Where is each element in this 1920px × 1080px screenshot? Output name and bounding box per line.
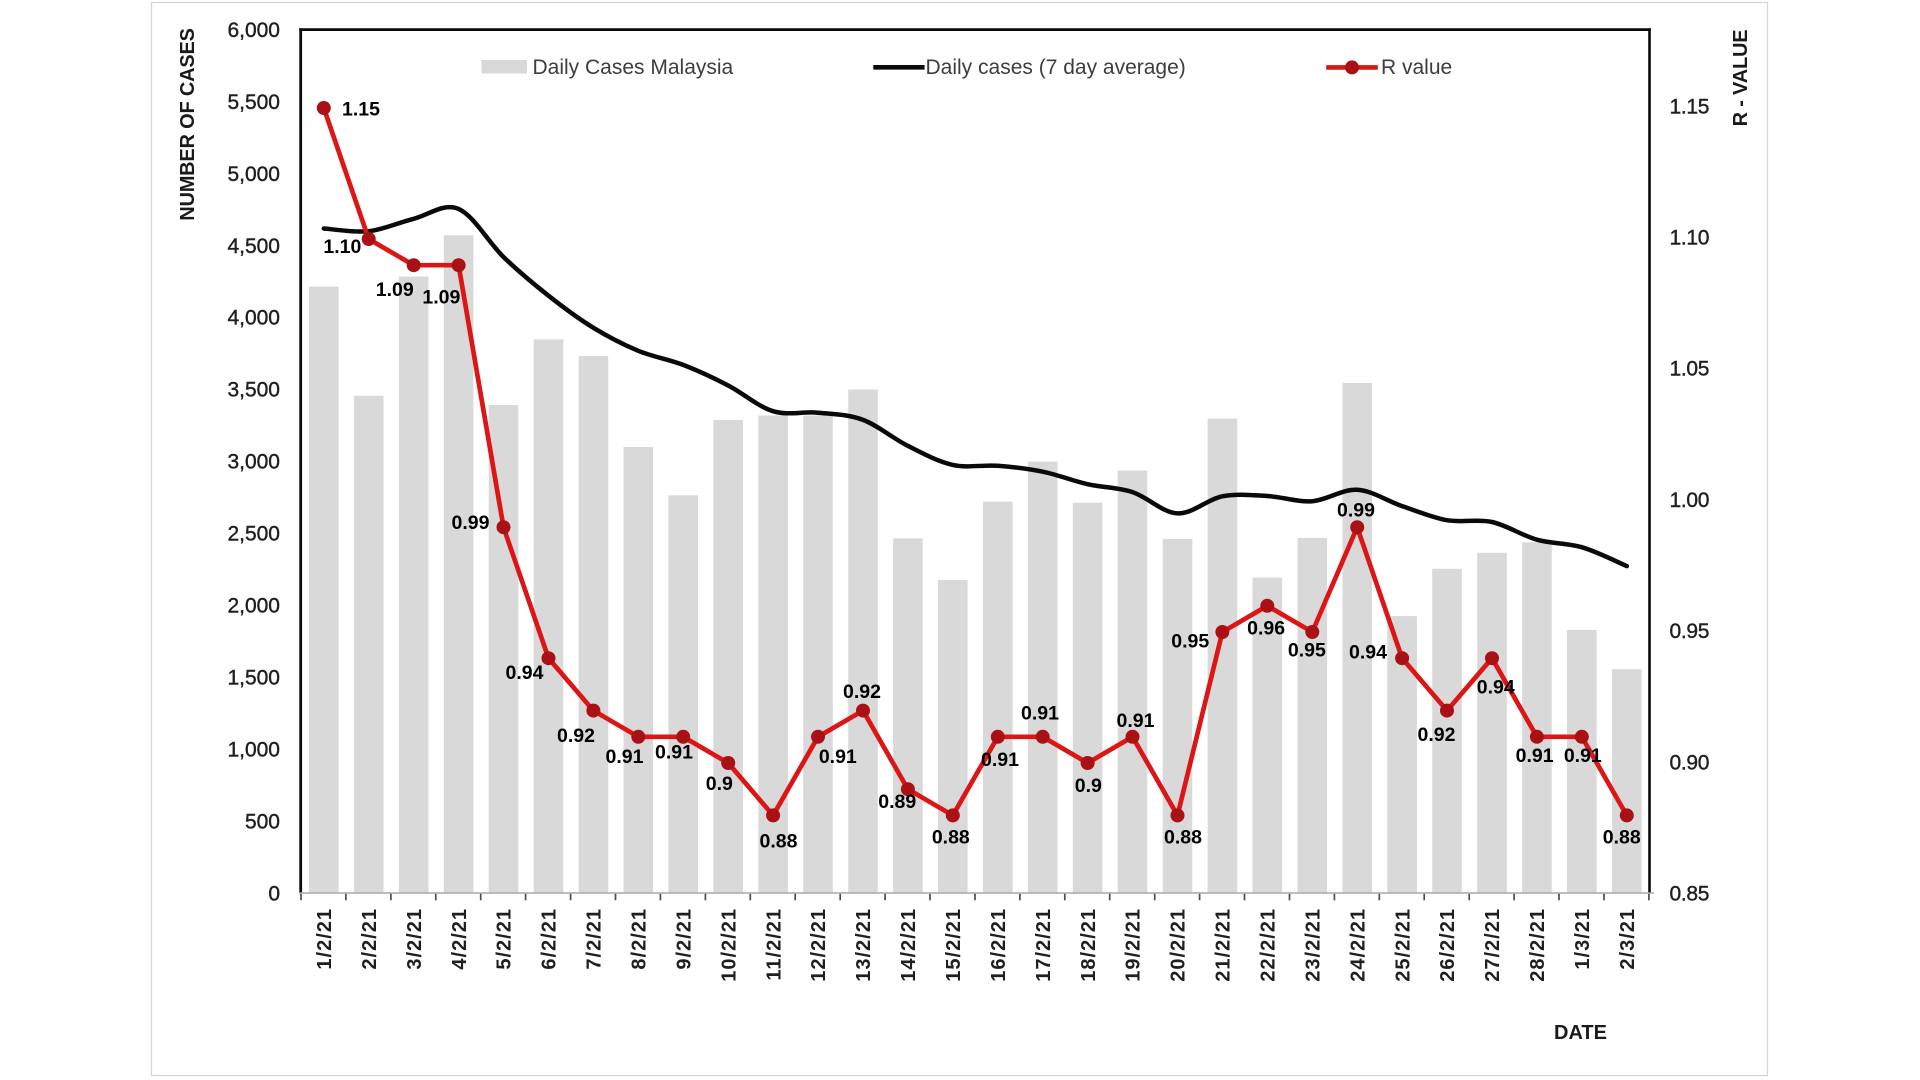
svg-text:9/2/21: 9/2/21: [673, 908, 695, 970]
svg-text:0.89: 0.89: [878, 791, 916, 813]
svg-text:13/2/21: 13/2/21: [853, 908, 875, 982]
svg-text:2,000: 2,000: [227, 595, 280, 618]
svg-text:6,000: 6,000: [227, 19, 280, 42]
svg-text:1/2/21: 1/2/21: [314, 908, 336, 970]
svg-text:0: 0: [268, 882, 280, 905]
svg-text:16/2/21: 16/2/21: [988, 908, 1010, 982]
svg-text:0.91: 0.91: [655, 742, 693, 764]
svg-text:2/3/21: 2/3/21: [1617, 908, 1639, 970]
svg-text:1.09: 1.09: [376, 279, 414, 301]
svg-text:0.95: 0.95: [1288, 640, 1326, 662]
svg-text:0.9: 0.9: [706, 773, 733, 795]
svg-text:0.91: 0.91: [1564, 745, 1602, 767]
svg-text:21/2/21: 21/2/21: [1213, 908, 1235, 982]
svg-text:1.15: 1.15: [342, 98, 380, 120]
svg-text:0.9: 0.9: [1075, 775, 1102, 797]
svg-text:10/2/21: 10/2/21: [718, 908, 740, 982]
svg-text:0.99: 0.99: [1337, 500, 1375, 522]
svg-text:1,500: 1,500: [227, 666, 280, 689]
svg-text:0.94: 0.94: [1349, 642, 1387, 664]
svg-text:0.91: 0.91: [981, 749, 1019, 771]
svg-text:1/3/21: 1/3/21: [1572, 908, 1594, 970]
svg-text:1.15: 1.15: [1670, 95, 1710, 118]
svg-text:1.10: 1.10: [1670, 227, 1710, 250]
svg-text:27/2/21: 27/2/21: [1482, 908, 1504, 982]
svg-text:14/2/21: 14/2/21: [898, 908, 920, 982]
svg-text:12/2/21: 12/2/21: [808, 908, 830, 982]
svg-text:24/2/21: 24/2/21: [1347, 908, 1369, 982]
svg-text:1.05: 1.05: [1670, 358, 1710, 381]
svg-text:0.92: 0.92: [1418, 724, 1456, 746]
svg-text:0.99: 0.99: [452, 512, 490, 534]
svg-text:17/2/21: 17/2/21: [1033, 908, 1055, 982]
svg-text:18/2/21: 18/2/21: [1078, 908, 1100, 982]
svg-text:22/2/21: 22/2/21: [1258, 908, 1280, 982]
svg-text:1,000: 1,000: [227, 738, 280, 761]
svg-text:0.91: 0.91: [606, 746, 644, 768]
svg-text:7/2/21: 7/2/21: [584, 908, 606, 970]
svg-text:0.92: 0.92: [557, 725, 595, 747]
svg-text:5,500: 5,500: [227, 91, 280, 114]
svg-text:0.91: 0.91: [1117, 710, 1155, 732]
svg-text:NUMBER OF CASES: NUMBER OF CASES: [177, 28, 199, 221]
svg-text:28/2/21: 28/2/21: [1527, 908, 1549, 982]
svg-text:4,500: 4,500: [227, 235, 280, 258]
svg-text:R - VALUE: R - VALUE: [1730, 30, 1752, 127]
svg-text:0.88: 0.88: [932, 827, 970, 849]
svg-text:1.10: 1.10: [323, 236, 361, 258]
svg-text:0.88: 0.88: [1164, 827, 1202, 849]
svg-text:DATE: DATE: [1554, 1022, 1607, 1044]
svg-text:Daily Cases Malaysia: Daily Cases Malaysia: [533, 56, 734, 79]
svg-text:0.91: 0.91: [1021, 703, 1059, 725]
svg-text:0.92: 0.92: [843, 681, 881, 703]
svg-text:0.95: 0.95: [1171, 630, 1209, 652]
svg-text:Daily cases (7 day average): Daily cases (7 day average): [926, 56, 1186, 79]
svg-text:0.96: 0.96: [1247, 617, 1285, 639]
svg-text:6/2/21: 6/2/21: [539, 908, 561, 970]
svg-text:0.91: 0.91: [819, 746, 857, 768]
svg-text:4,000: 4,000: [227, 307, 280, 330]
svg-text:2,500: 2,500: [227, 523, 280, 546]
svg-text:500: 500: [245, 810, 280, 833]
svg-text:5,000: 5,000: [227, 163, 280, 186]
svg-text:0.88: 0.88: [760, 830, 798, 852]
svg-text:19/2/21: 19/2/21: [1123, 908, 1145, 982]
svg-text:0.88: 0.88: [1603, 827, 1641, 849]
svg-text:5/2/21: 5/2/21: [494, 908, 516, 970]
svg-text:23/2/21: 23/2/21: [1303, 908, 1325, 982]
svg-text:8/2/21: 8/2/21: [629, 908, 651, 970]
svg-text:20/2/21: 20/2/21: [1168, 908, 1190, 982]
svg-text:3/2/21: 3/2/21: [404, 908, 426, 970]
svg-text:15/2/21: 15/2/21: [943, 908, 965, 982]
svg-text:11/2/21: 11/2/21: [763, 908, 785, 981]
svg-text:0.90: 0.90: [1670, 751, 1710, 774]
svg-text:26/2/21: 26/2/21: [1437, 908, 1459, 982]
svg-text:0.95: 0.95: [1670, 620, 1710, 643]
svg-text:2/2/21: 2/2/21: [359, 908, 381, 970]
svg-text:0.85: 0.85: [1670, 883, 1710, 906]
svg-text:R value: R value: [1381, 56, 1452, 79]
svg-text:1.00: 1.00: [1670, 489, 1710, 512]
svg-text:4/2/21: 4/2/21: [449, 908, 471, 970]
svg-text:3,000: 3,000: [227, 451, 280, 474]
svg-text:1.09: 1.09: [422, 287, 460, 309]
svg-text:0.94: 0.94: [506, 662, 544, 684]
svg-text:3,500: 3,500: [227, 379, 280, 402]
svg-text:25/2/21: 25/2/21: [1392, 908, 1414, 982]
svg-text:0.94: 0.94: [1477, 677, 1515, 699]
svg-text:0.91: 0.91: [1516, 745, 1554, 767]
